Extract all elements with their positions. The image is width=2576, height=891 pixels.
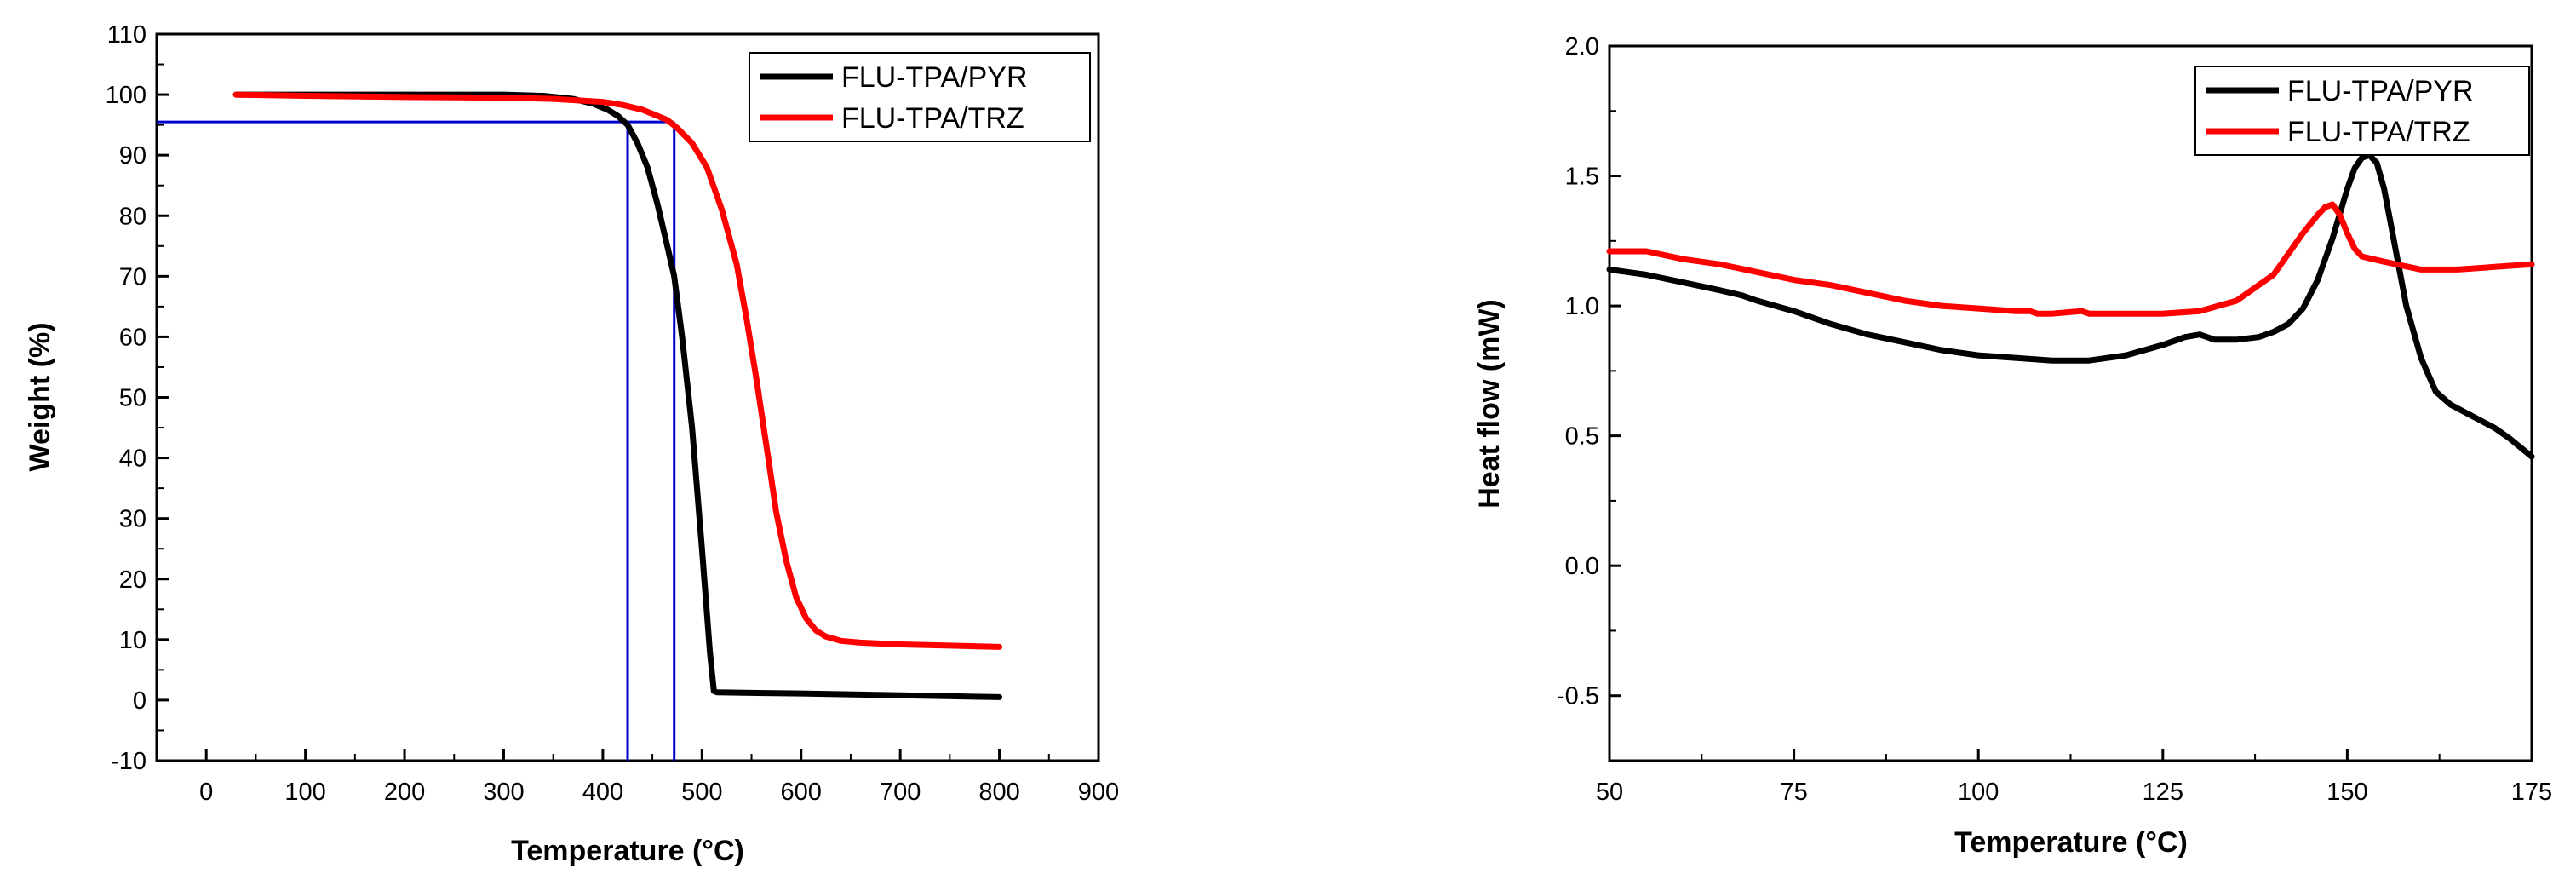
y-tick-label: 20	[119, 566, 146, 594]
y-tick-label: 60	[119, 324, 146, 351]
x-tick-label: 50	[1596, 779, 1623, 806]
legend: FLU-TPA/PYR FLU-TPA/TRZ	[749, 52, 1091, 142]
y-tick-label: 40	[119, 446, 146, 473]
y-tick-label: 0	[133, 687, 146, 715]
legend: FLU-TPA/PYR FLU-TPA/TRZ	[2194, 66, 2530, 156]
x-tick-label: 200	[384, 779, 425, 806]
legend-box	[2194, 66, 2530, 156]
legend-label-1: FLU-TPA/PYR	[841, 61, 1028, 94]
legend-label-2: FLU-TPA/TRZ	[841, 102, 1024, 135]
x-tick-label: 300	[483, 779, 524, 806]
series-line-2	[232, 91, 1003, 650]
legend-box	[749, 52, 1091, 142]
x-tick-label: 400	[582, 779, 623, 806]
y-tick-label: 1.5	[1565, 164, 1599, 191]
series-line-1	[232, 91, 1003, 700]
x-tick-label: 700	[880, 779, 921, 806]
y-tick-label: 90	[119, 142, 146, 170]
y-tick-label: 0.5	[1565, 423, 1599, 451]
series-line-1	[1606, 152, 2535, 460]
chart-panel-1: 0 100 200 300 400 500 600 700 800 900 -10 0 10 20 30 40…	[24, 21, 1119, 867]
x-tick-label: 125	[2143, 779, 2183, 806]
x-tick-label: 0	[199, 779, 213, 806]
legend-label-1: FLU-TPA/PYR	[2287, 75, 2474, 107]
y-tick-label: 2.0	[1565, 33, 1599, 60]
legend-label-2: FLU-TPA/TRZ	[2287, 116, 2470, 148]
y-axis-title: Heat flow (mW)	[1473, 299, 1506, 509]
y-tick-label: -0.5	[1557, 683, 1599, 710]
x-axis-title: Temperature (°C)	[1954, 826, 2188, 859]
x-tick-label: 100	[1958, 779, 1999, 806]
y-tick-label: 1.0	[1565, 293, 1599, 320]
x-tick-label: 900	[1078, 779, 1119, 806]
x-tick-label: 175	[2511, 779, 2552, 806]
y-tick-label: -10	[111, 748, 146, 775]
y-tick-label: 50	[119, 385, 146, 412]
y-tick-label: 100	[106, 82, 146, 109]
x-tick-label: 600	[781, 779, 822, 806]
x-tick-label: 150	[2326, 779, 2367, 806]
x-tick-label: 500	[681, 779, 722, 806]
y-tick-label: 110	[107, 21, 146, 49]
y-tick-label: 10	[119, 627, 146, 654]
x-axis-title: Temperature (°C)	[511, 835, 744, 867]
y-tick-label: 0.0	[1565, 553, 1599, 580]
y-tick-label: 80	[119, 203, 146, 230]
series-line-2	[1606, 201, 2535, 317]
y-tick-label: 70	[119, 263, 146, 290]
x-tick-label: 100	[284, 779, 325, 806]
y-axis-title: Weight (%)	[24, 322, 56, 471]
x-tick-label: 800	[978, 779, 1019, 806]
x-tick-label: 75	[1780, 779, 1807, 806]
y-tick-label: 30	[119, 506, 146, 533]
chart-panel-2: 50 75 100 125 150 175 -0.5 0.0 0.5 1.0 1.5 2.0 Tempe…	[1473, 33, 2552, 859]
